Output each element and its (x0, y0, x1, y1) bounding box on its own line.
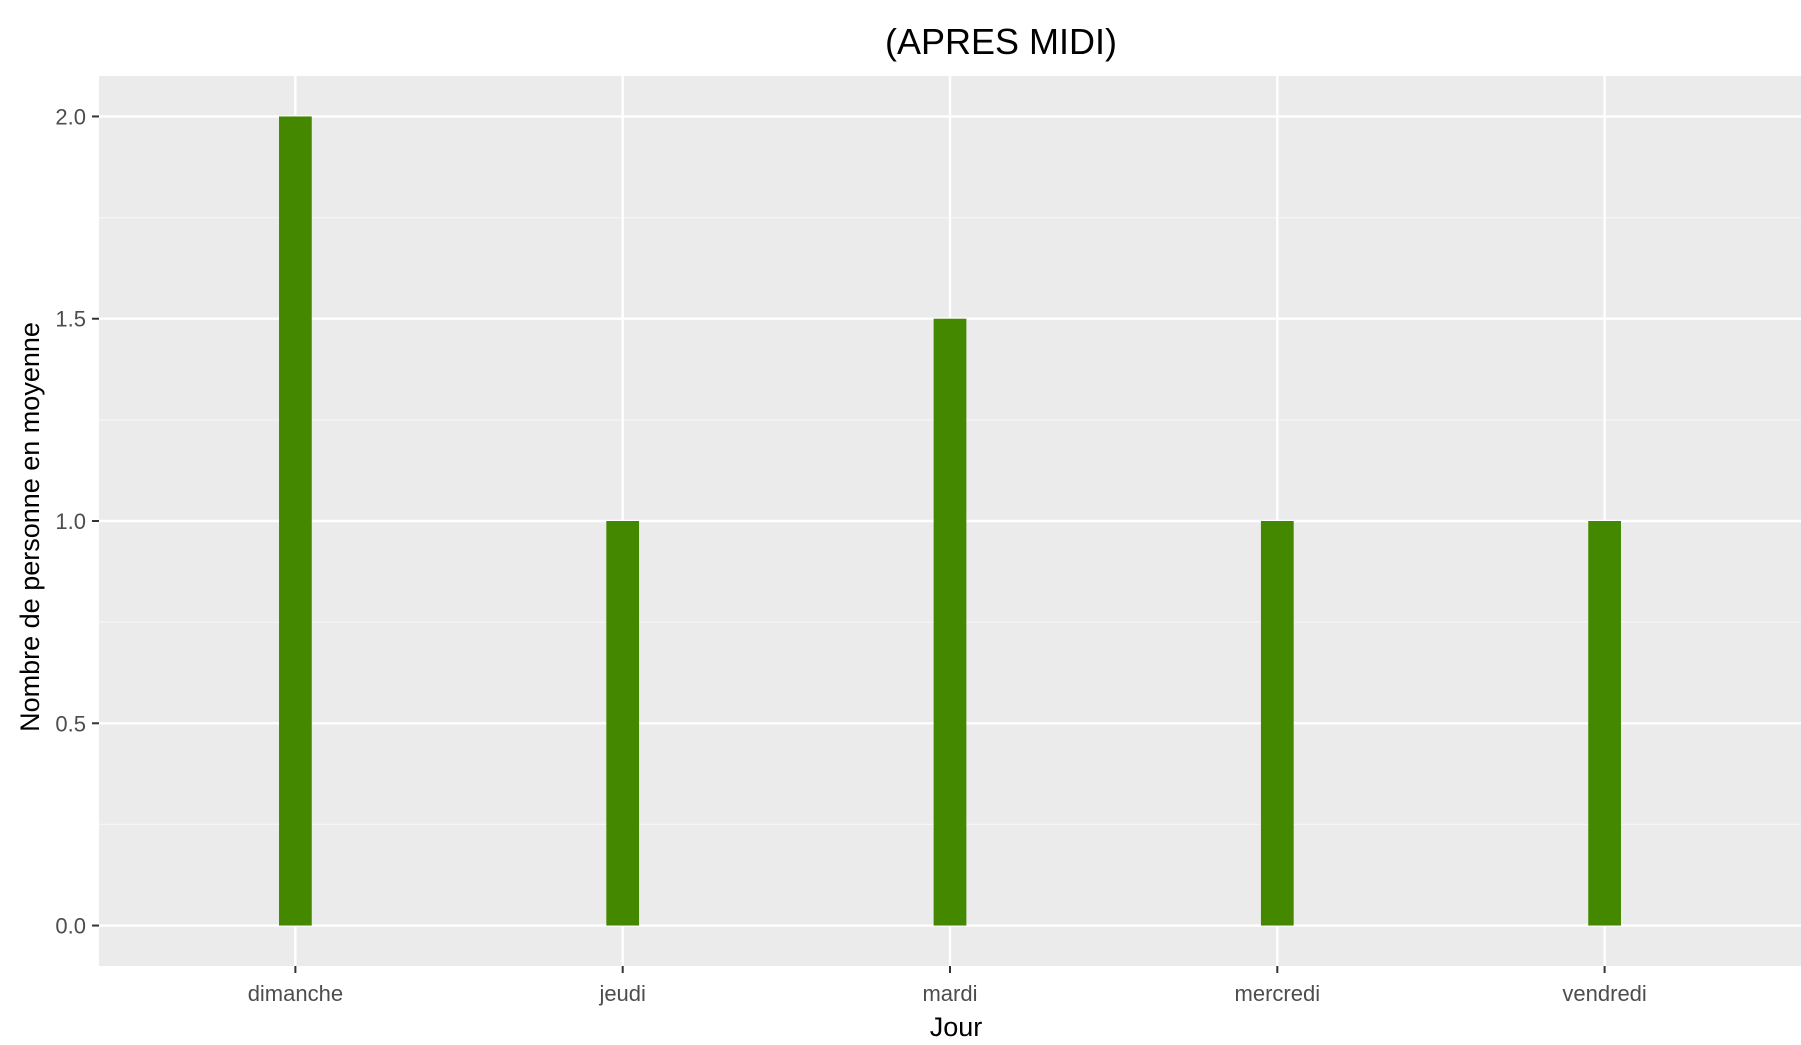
y-axis-title: Nombre de personne en moyenne (15, 322, 45, 732)
y-tick-label: 2.0 (55, 104, 86, 129)
bars (279, 116, 1621, 926)
x-tick-label: jeudi (598, 981, 645, 1006)
y-tick-label: 1.5 (55, 307, 86, 332)
bar-mardi (933, 318, 967, 926)
x-tick-label: mercredi (1235, 981, 1321, 1006)
y-tick-label: 0.0 (55, 914, 86, 939)
x-axis: dimanche jeudi mardi mercredi vendredi (248, 966, 1647, 1006)
bar-jeudi (606, 521, 640, 926)
y-axis: 0.0 0.5 1.0 1.5 2.0 (55, 104, 99, 939)
x-axis-title: Jour (930, 1012, 983, 1042)
x-tick-label: dimanche (248, 981, 343, 1006)
y-tick-label: 0.5 (55, 711, 86, 736)
x-tick-label: mardi (922, 981, 977, 1006)
y-tick-label: 1.0 (55, 509, 86, 534)
bar-vendredi (1588, 521, 1621, 926)
x-tick-label: vendredi (1562, 981, 1646, 1006)
bar-dimanche (279, 116, 312, 926)
chart-title: (APRES MIDI) (885, 21, 1117, 62)
bar-mercredi (1260, 521, 1294, 926)
